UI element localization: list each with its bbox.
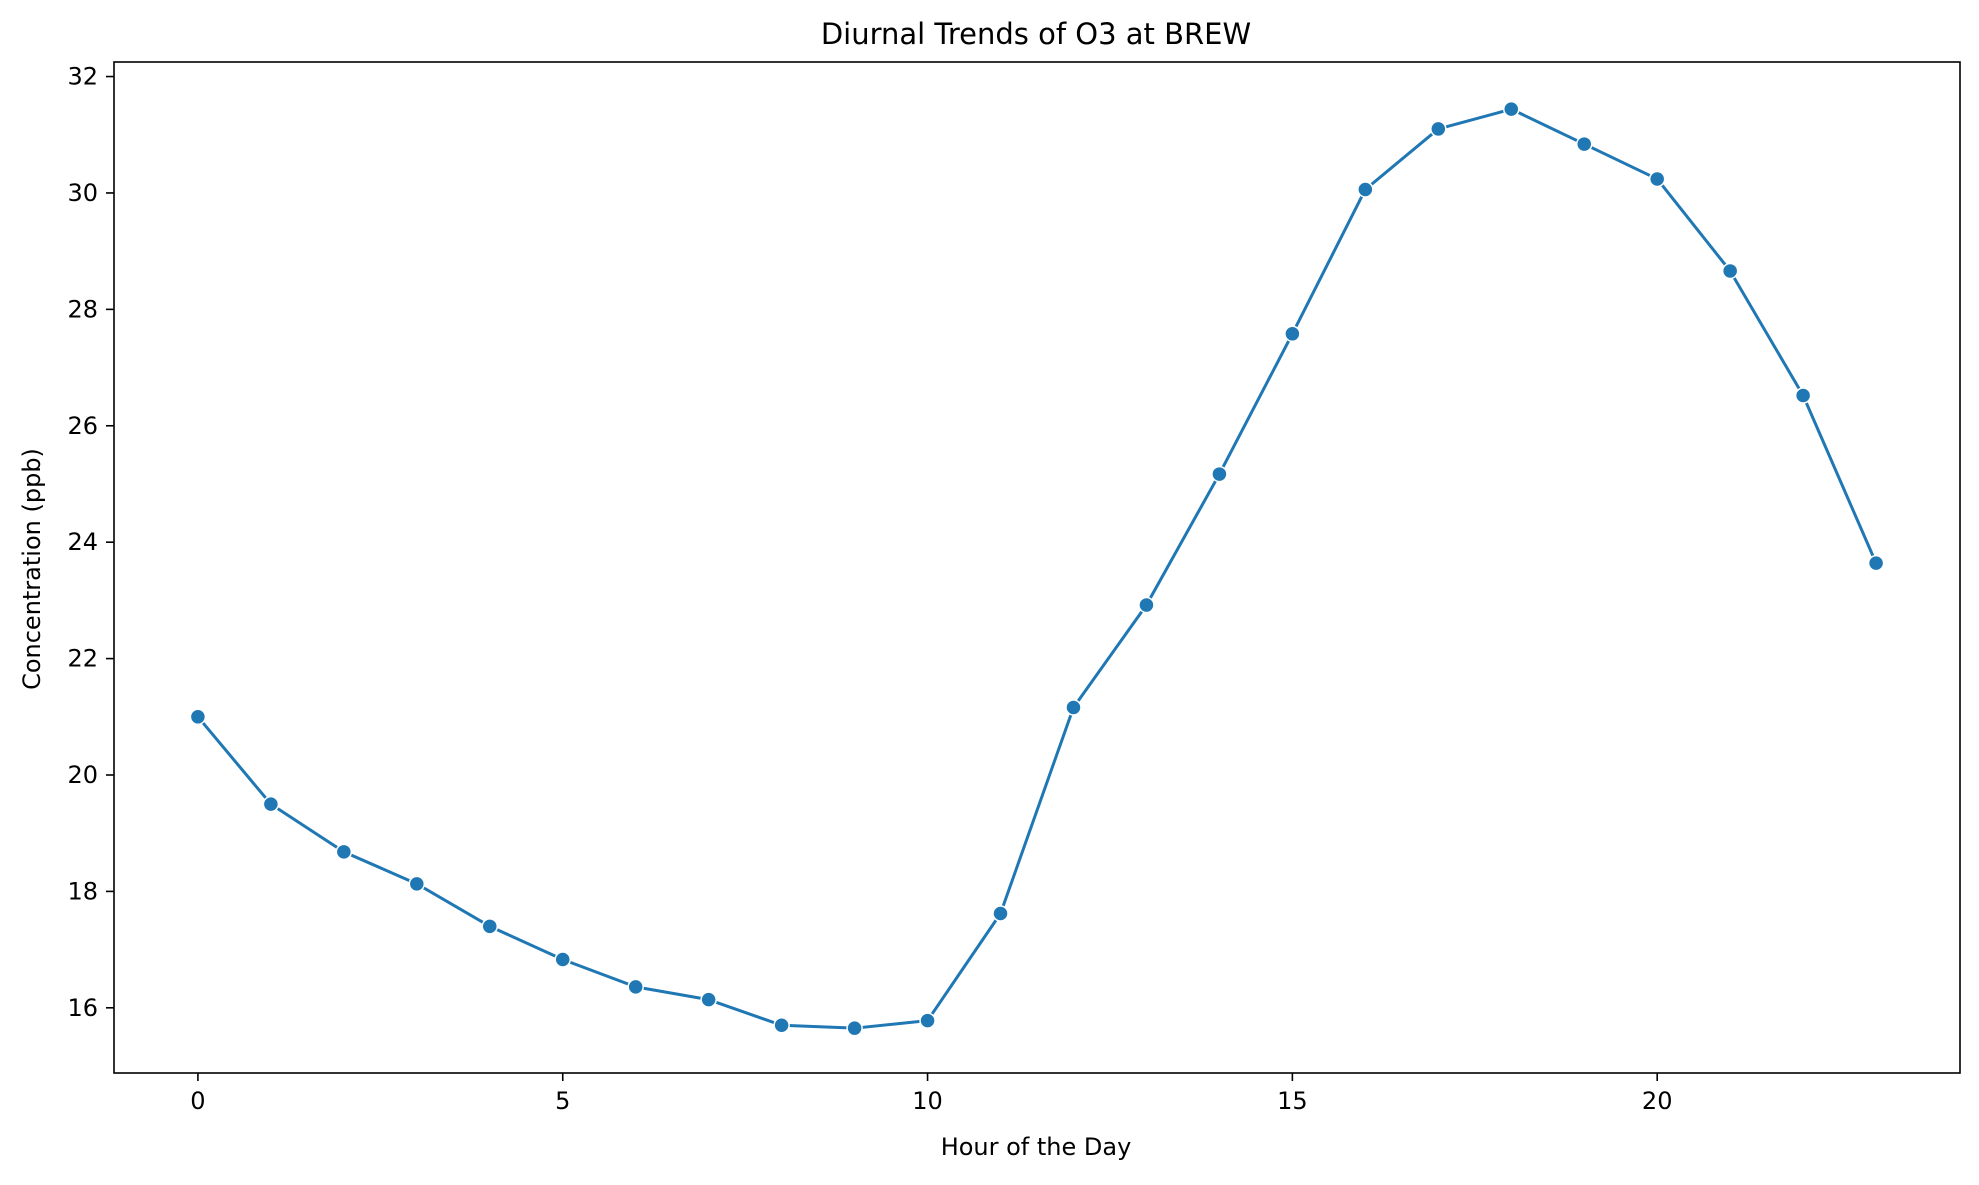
data-point [335,843,353,861]
data-point [1867,554,1885,572]
plot-frame [113,61,1961,1074]
y-tick-label: 26 [67,412,98,440]
data-point [1211,465,1228,483]
series-line [196,107,1878,1030]
x-axis-label: Hour of the Day [941,1133,1132,1161]
x-tick-label: 20 [1642,1087,1673,1115]
data-point [554,951,571,968]
data-point [1721,262,1739,280]
data-point [481,918,499,935]
y-tick-label: 24 [67,528,98,556]
y-tick-label: 16 [67,994,98,1022]
data-point [1503,100,1520,118]
data-point [1794,387,1812,404]
data-point [1648,170,1666,188]
data-point [627,978,644,996]
data-point [1357,181,1374,198]
chart-title: Diurnal Trends of O3 at BREW [821,17,1251,51]
y-tick-label: 20 [67,761,98,789]
data-point [189,708,207,726]
data-point [1138,596,1155,614]
y-tick-label: 18 [67,877,98,905]
y-tick-label: 22 [67,645,98,673]
x-axis-ticks: 0 5 10 15 20 [190,1073,1672,1115]
x-tick-label: 5 [555,1087,570,1115]
data-point [1575,135,1593,153]
x-tick-label: 0 [190,1087,205,1115]
data-point [773,1017,790,1034]
y-tick-label: 30 [67,179,98,207]
data-point [1430,120,1447,138]
y-axis-ticks: 16 18 20 22 24 26 28 30 32 [67,63,114,1022]
plot-area [189,100,1885,1037]
data-point [408,875,426,893]
data-point [1065,699,1082,716]
data-point [700,991,717,1008]
data-point [1284,325,1301,343]
y-tick-label: 28 [67,295,98,323]
y-axis-label: Concentration (ppb) [18,448,46,690]
data-point [992,905,1009,922]
data-point [919,1012,936,1029]
x-tick-label: 10 [912,1087,943,1115]
data-point [262,795,280,813]
data-point [846,1019,863,1037]
x-tick-label: 15 [1277,1087,1308,1115]
y-tick-label: 32 [67,63,98,91]
